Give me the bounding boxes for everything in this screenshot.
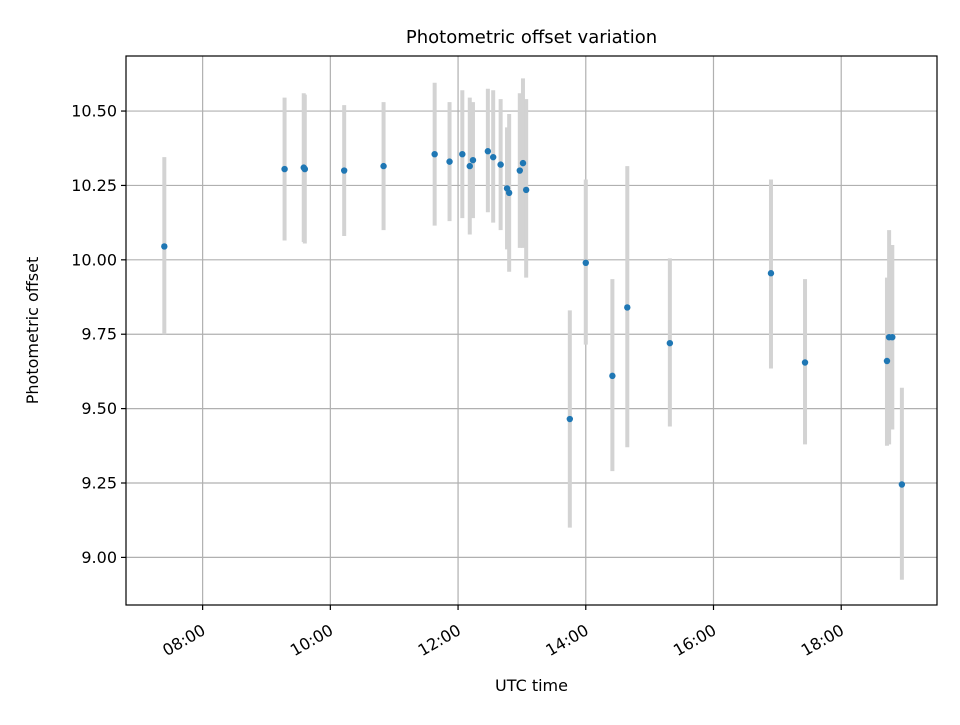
data-point <box>469 156 477 164</box>
y-tick-label: 9.25 <box>81 474 117 493</box>
chart-title: Photometric offset variation <box>406 27 657 48</box>
data-point <box>466 162 473 170</box>
data-point <box>666 339 674 347</box>
data-point <box>380 162 387 170</box>
plot-area-frame <box>125 55 938 606</box>
x-axis-label: UTC time <box>495 676 568 695</box>
y-tick-label: 9.50 <box>81 399 117 418</box>
data-point <box>340 167 348 174</box>
y-tick-label: 9.00 <box>81 548 117 567</box>
data-point <box>446 158 453 165</box>
data-point <box>516 167 523 174</box>
y-tick-label: 10.25 <box>71 176 117 195</box>
data-point <box>497 161 504 168</box>
data-point <box>883 357 891 365</box>
y-tick-label: 10.50 <box>71 102 117 121</box>
data-point <box>609 372 616 380</box>
data-point <box>767 270 775 277</box>
data-point <box>505 189 513 197</box>
data-point <box>459 150 466 158</box>
data-point <box>281 165 288 173</box>
data-point <box>161 243 168 250</box>
y-axis-label: Photometric offset <box>23 257 42 405</box>
data-points <box>161 148 906 488</box>
data-point <box>301 165 309 173</box>
data-point <box>431 150 438 158</box>
data-point <box>522 186 530 194</box>
data-point <box>519 159 527 167</box>
gridlines <box>126 56 937 605</box>
data-point <box>898 481 906 488</box>
y-tick-label: 9.75 <box>81 325 117 344</box>
y-tick-label: 10.00 <box>71 250 117 269</box>
y-axis-ticks: 9.00 9.25 9.50 9.75 10.00 10.25 10.50 <box>71 102 126 567</box>
data-point <box>624 304 631 311</box>
data-point <box>484 148 492 155</box>
data-point <box>801 359 809 366</box>
data-point <box>489 153 497 161</box>
data-point <box>889 333 896 341</box>
data-point <box>566 415 574 423</box>
data-point <box>582 259 589 267</box>
